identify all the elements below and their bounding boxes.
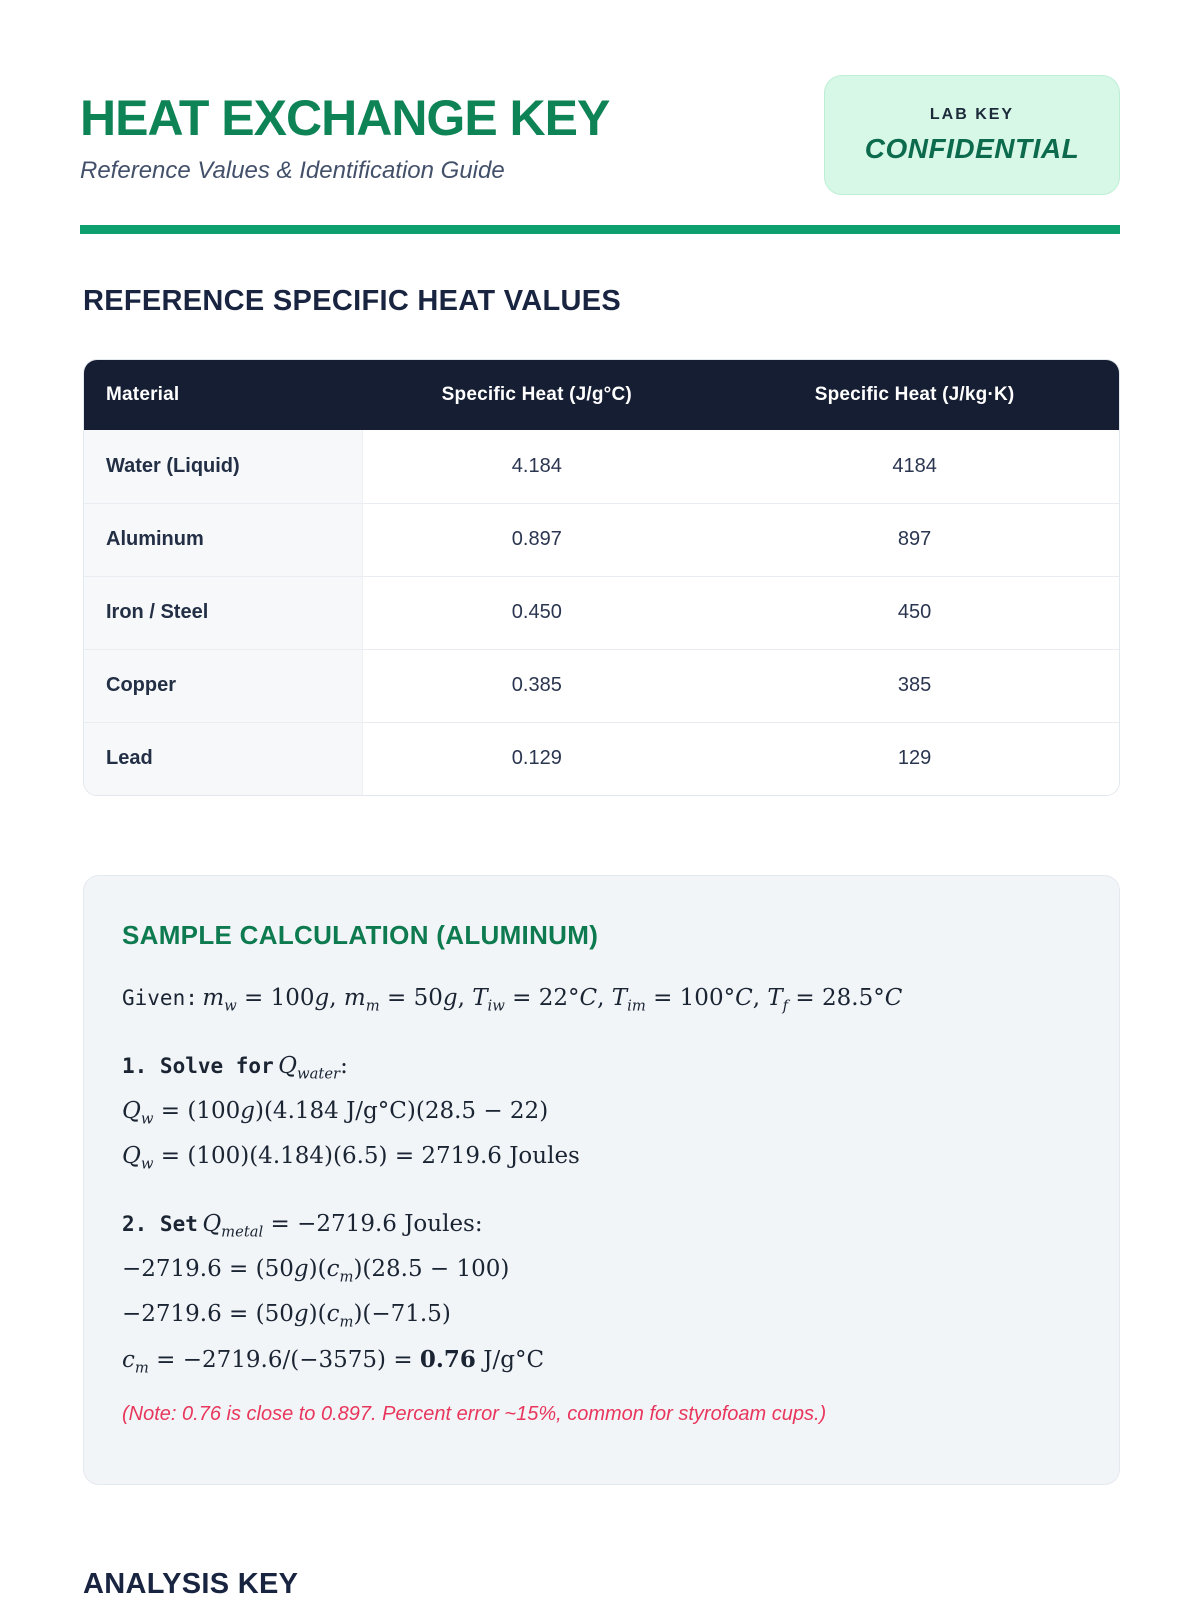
step2-line-1: −2719.6 = (50g)(cm)(28.5 − 100)	[122, 1255, 510, 1286]
step1-label: 1. Solve for Qwater:	[122, 1052, 348, 1083]
header: HEAT EXCHANGE KEY Reference Values & Ide…	[80, 0, 1120, 195]
confidential-badge: LAB KEY CONFIDENTIAL	[824, 75, 1120, 195]
divider-rule	[80, 225, 1120, 234]
table-row: Water (Liquid) 4.184 4184	[84, 429, 1119, 503]
percent-error-note: (Note: 0.76 is close to 0.897. Percent e…	[122, 1402, 827, 1425]
sample-calculation-box: SAMPLE CALCULATION (ALUMINUM) Given: mw …	[83, 874, 1120, 1485]
column-header-jkg: Specific Heat (J/kg·K)	[710, 359, 1119, 430]
badge-label: LAB KEY	[929, 105, 1015, 123]
jkg-cell: 897	[710, 502, 1119, 576]
material-cell: Iron / Steel	[84, 575, 364, 649]
analysis-section-title: ANALYSIS KEY	[83, 1567, 299, 1600]
table-header-row: Material Specific Heat (J/g°C) Specific …	[84, 359, 1119, 430]
step2-label: 2. Set Qmetal = −2719.6 Joules:	[122, 1210, 483, 1241]
jg-cell: 0.897	[363, 502, 711, 576]
column-header-material: Material	[84, 359, 364, 430]
jg-cell: 4.184	[363, 429, 711, 503]
specific-heat-table: Material Specific Heat (J/g°C) Specific …	[83, 358, 1120, 796]
column-header-jg: Specific Heat (J/g°C)	[363, 359, 711, 430]
calc-title: SAMPLE CALCULATION (ALUMINUM)	[122, 919, 599, 950]
given-label: Given:	[122, 985, 198, 1010]
jg-cell: 0.450	[363, 575, 711, 649]
jg-cell: 0.129	[363, 721, 711, 795]
page-title: HEAT EXCHANGE KEY	[80, 90, 610, 146]
given-line: Given: mw = 100g, mm = 50g, Tiw = 22°C, …	[122, 984, 1081, 1015]
page-subtitle: Reference Values & Identification Guide	[80, 157, 505, 184]
step1-line-1: Qw = (100g)(4.184 J/g°C)(28.5 − 22)	[122, 1097, 549, 1128]
step2-line-2: −2719.6 = (50g)(cm)(−71.5)	[122, 1300, 451, 1331]
jkg-cell: 385	[710, 648, 1119, 722]
reference-section: REFERENCE SPECIFIC HEAT VALUES Material …	[80, 284, 1120, 796]
material-cell: Lead	[84, 721, 364, 795]
badge-confidential-text: CONFIDENTIAL	[864, 132, 1080, 164]
given-math: mw = 100g, mm = 50g, Tiw = 22°C, Tim = 1…	[202, 984, 903, 1015]
jkg-cell: 450	[710, 575, 1119, 649]
material-cell: Water (Liquid)	[84, 429, 364, 503]
material-cell: Aluminum	[84, 502, 364, 576]
table-row: Copper 0.385 385	[84, 648, 1119, 722]
table-row: Iron / Steel 0.450 450	[84, 575, 1119, 649]
step1-line-2: Qw = (100)(4.184)(6.5) = 2719.6 Joules	[122, 1142, 580, 1173]
header-title-block: HEAT EXCHANGE KEY Reference Values & Ide…	[80, 75, 610, 185]
jg-cell: 0.385	[363, 648, 711, 722]
step2-line-3: cm = −2719.6/(−3575) = 0.76 J/g°C	[122, 1345, 545, 1377]
jkg-cell: 129	[710, 721, 1119, 795]
reference-section-title: REFERENCE SPECIFIC HEAT VALUES	[83, 285, 622, 317]
material-cell: Copper	[84, 648, 364, 722]
table-row: Lead 0.129 129	[84, 721, 1119, 795]
jkg-cell: 4184	[710, 429, 1119, 503]
table-row: Aluminum 0.897 897	[84, 502, 1119, 576]
